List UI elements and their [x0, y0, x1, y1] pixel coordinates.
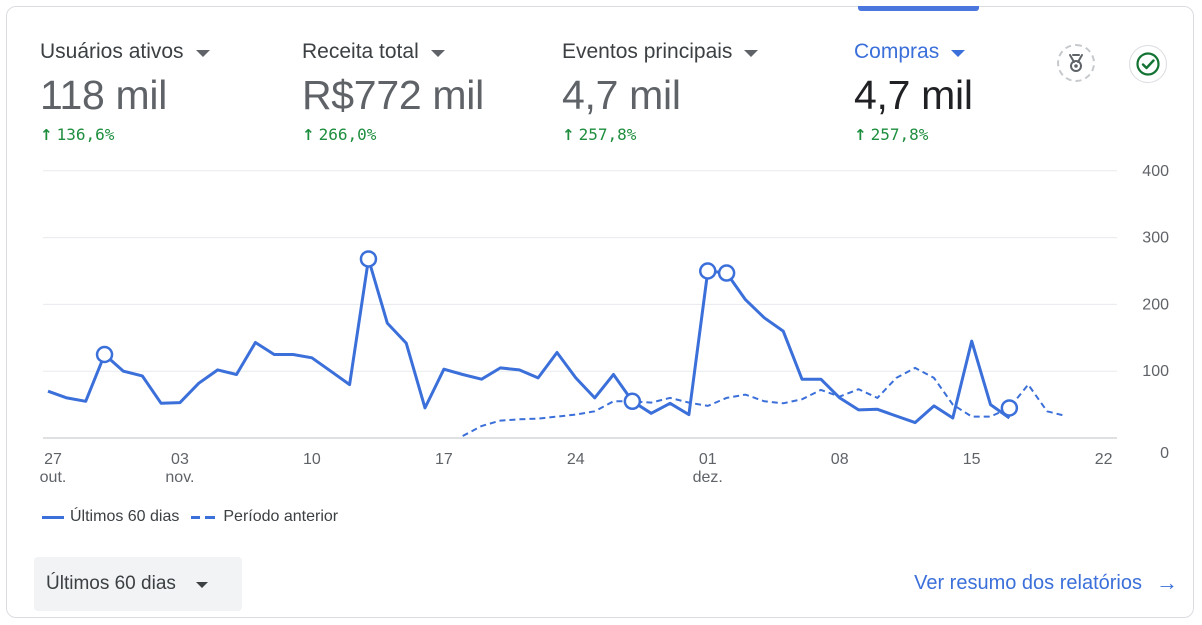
metric-value: 4,7 mil [854, 72, 973, 118]
legend-swatch-dashed [191, 515, 216, 519]
date-range-dropdown[interactable]: Últimos 60 dias [34, 557, 242, 611]
data-point-marker[interactable] [95, 345, 114, 364]
metric-change: 257,8% [870, 125, 929, 144]
check-circle-icon[interactable] [1129, 45, 1167, 83]
arrow-up-icon: ↑ [562, 125, 575, 144]
data-point-marker[interactable] [717, 264, 736, 282]
arrow-up-icon: ↑ [854, 125, 867, 144]
chart-legend: Últimos 60 dias Período anterior [42, 508, 338, 526]
caret-down-icon [951, 50, 966, 57]
x-tick-sublabel: nov. [165, 469, 194, 486]
active-metric-indicator [858, 6, 979, 11]
arrow-up-icon: ↑ [40, 125, 53, 144]
y-tick-label: 400 [1142, 163, 1169, 180]
x-tick-label: 17 [435, 451, 453, 468]
metric-purchases[interactable]: Compras 4,7 mil ↑ 257,8% [854, 40, 973, 144]
metric-label: Compras [854, 40, 940, 63]
caret-down-icon [430, 50, 445, 57]
caret-down-icon [744, 50, 759, 57]
caret-down-icon [195, 582, 208, 588]
metric-change: 266,0% [318, 125, 377, 144]
x-tick-label: 24 [567, 451, 585, 468]
metric-value: R$772 mil [302, 72, 484, 118]
metric-active-users[interactable]: Usuários ativos 118 mil ↑ 136,6% [40, 40, 210, 144]
y-tick-label: 300 [1142, 230, 1169, 247]
x-tick-sublabel: out. [40, 469, 67, 486]
legend-swatch-solid [42, 515, 64, 519]
y-tick-label: 0 [1160, 445, 1169, 462]
arrow-up-icon: ↑ [302, 125, 315, 144]
caret-down-icon [195, 50, 210, 57]
metric-key-events[interactable]: Eventos principais 4,7 mil ↑ 257,8% [562, 40, 759, 144]
y-tick-label: 100 [1142, 363, 1169, 380]
metric-label: Receita total [302, 40, 419, 63]
metric-total-revenue[interactable]: Receita total R$772 mil ↑ 266,0% [302, 40, 484, 144]
x-tick-label: 08 [831, 451, 849, 468]
x-tick-sublabel: dez. [693, 469, 723, 486]
view-reports-label: Ver resumo dos relatórios [914, 571, 1142, 594]
metric-value: 118 mil [40, 72, 168, 118]
x-tick-label: 03 [171, 451, 189, 468]
insights-badge-icon[interactable] [1057, 44, 1095, 82]
x-tick-label: 27 [44, 451, 62, 468]
metric-label: Eventos principais [562, 40, 733, 63]
data-point-marker[interactable] [359, 250, 378, 268]
data-point-marker[interactable] [699, 262, 717, 280]
legend-current: Últimos 60 dias [70, 508, 180, 525]
metric-change: 136,6% [56, 125, 115, 144]
data-point-marker[interactable] [623, 392, 642, 411]
series-line-previous [462, 366, 1067, 437]
metric-value: 4,7 mil [562, 72, 681, 118]
x-tick-label: 01 [699, 451, 717, 468]
metric-change: 257,8% [578, 125, 637, 144]
metric-label: Usuários ativos [40, 40, 184, 63]
x-tick-label: 10 [303, 451, 321, 468]
x-tick-label: 22 [1095, 451, 1113, 468]
x-tick-label: 15 [963, 451, 981, 468]
date-range-label: Últimos 60 dias [46, 573, 176, 594]
y-tick-label: 200 [1142, 296, 1169, 313]
legend-previous: Período anterior [223, 508, 339, 525]
data-point-marker[interactable] [1000, 399, 1019, 417]
series-line-current [47, 257, 1011, 425]
arrow-right-icon: → [1156, 570, 1178, 595]
view-reports-link[interactable]: Ver resumo dos relatórios → [914, 570, 1178, 596]
